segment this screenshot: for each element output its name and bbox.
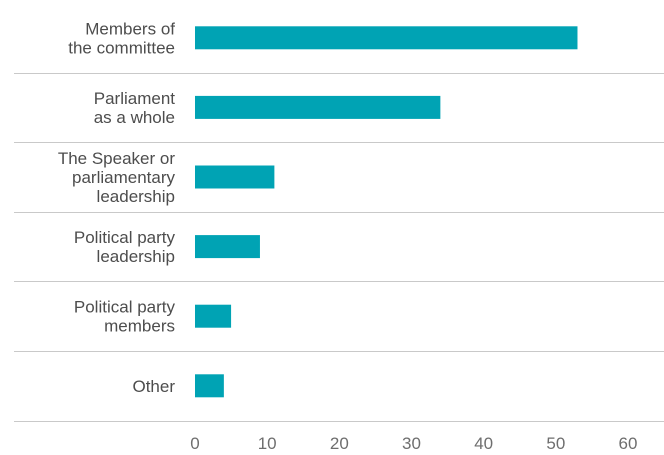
x-tick-label: 0: [190, 434, 199, 453]
category-label-line: Political party: [74, 298, 176, 317]
category-label-line: members: [104, 317, 175, 336]
x-tick-label: 30: [402, 434, 421, 453]
category-label-line: The Speaker or: [58, 149, 176, 168]
bar: [195, 235, 260, 259]
x-tick-label: 60: [619, 434, 638, 453]
category-label-line: Members of: [85, 19, 175, 38]
category-label-line: leadership: [97, 187, 175, 206]
bar: [195, 26, 578, 50]
category-labels: Members of the committee Parliament as a wh…: [58, 19, 176, 396]
category-label: The Speaker or parliamentary leadership: [58, 149, 176, 206]
category-label-line: parliamentary: [72, 168, 175, 187]
category-label-line: the committee: [68, 38, 175, 57]
category-label-line: Other: [132, 377, 175, 396]
category-label: Political party leadership: [74, 228, 176, 266]
category-label: Parliament as a whole: [94, 89, 176, 127]
bar: [195, 95, 441, 119]
x-tick-label: 40: [474, 434, 493, 453]
row-separators: [14, 73, 664, 422]
bars: [195, 26, 578, 398]
bar: [195, 374, 224, 398]
category-label: Other: [132, 377, 175, 396]
category-label-line: leadership: [97, 247, 175, 266]
category-label-line: Political party: [74, 228, 176, 247]
category-label-line: as a whole: [94, 108, 175, 127]
bar: [195, 165, 275, 189]
category-label-line: Parliament: [94, 89, 176, 108]
bar: [195, 304, 232, 328]
x-axis-tick-labels: 0 10 20 30 40 50 60: [190, 434, 637, 453]
x-tick-label: 20: [330, 434, 349, 453]
category-label: Political party members: [74, 298, 176, 336]
x-tick-label: 10: [258, 434, 277, 453]
category-label: Members of the committee: [68, 19, 175, 57]
x-tick-label: 50: [546, 434, 565, 453]
